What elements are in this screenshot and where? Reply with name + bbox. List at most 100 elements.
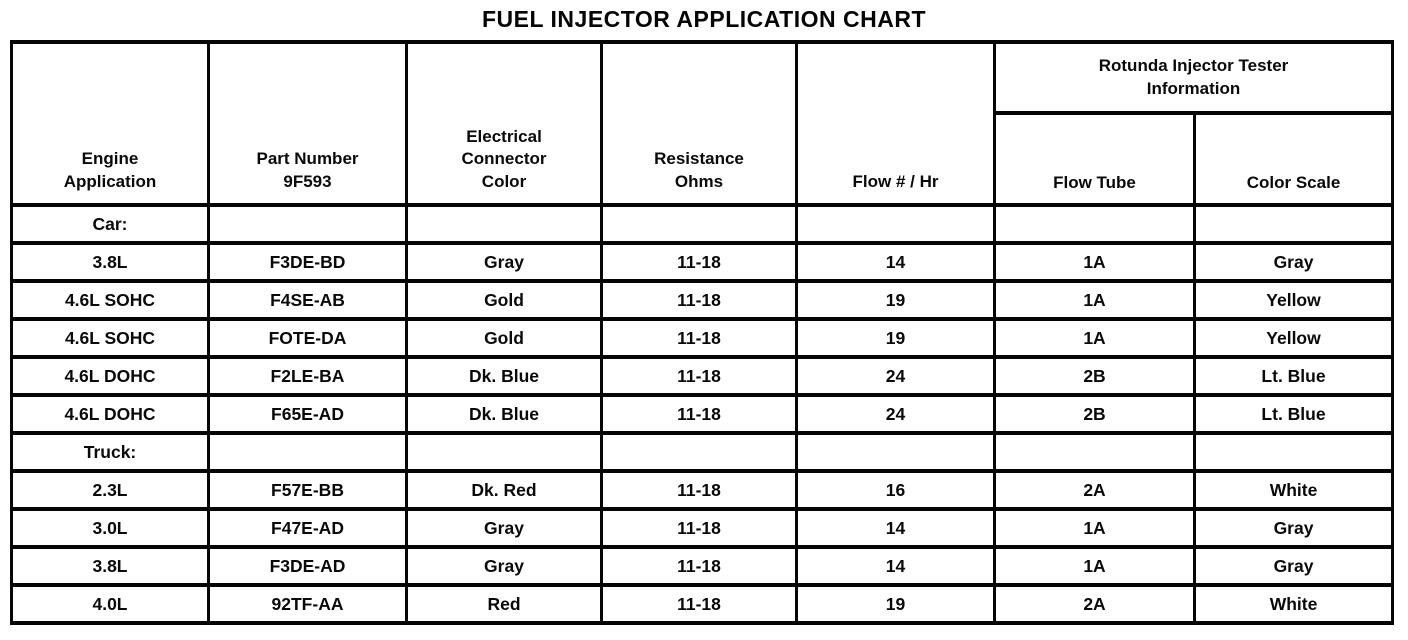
- table-row: 3.8L F3DE-BD Gray 11-18 14 1A Gray: [10, 241, 1395, 283]
- cell-part-number: F47E-AD: [207, 507, 408, 549]
- empty-cell: [993, 203, 1196, 245]
- table-row: 3.8L F3DE-AD Gray 11-18 14 1A Gray: [10, 545, 1395, 587]
- fuel-injector-application-table: Engine Application Part Number 9F593 Ele…: [10, 40, 1395, 625]
- empty-cell: [207, 203, 408, 245]
- cell-flow-tube: 2B: [993, 393, 1196, 435]
- empty-cell: [1192, 431, 1395, 473]
- cell-color-scale: Gray: [1192, 507, 1395, 549]
- cell-connector-color: Red: [405, 583, 603, 625]
- cell-flow-tube: 1A: [993, 507, 1196, 549]
- table-row: 4.0L 92TF-AA Red 11-18 19 2A White: [10, 583, 1395, 625]
- cell-resistance-ohms: 11-18: [600, 241, 798, 283]
- cell-color-scale: Yellow: [1192, 317, 1395, 359]
- column-header-resistance-ohms: Resistance Ohms: [600, 40, 798, 207]
- cell-flow-per-hr: 19: [795, 317, 996, 359]
- cell-color-scale: Gray: [1192, 545, 1395, 587]
- cell-flow-per-hr: 16: [795, 469, 996, 511]
- cell-flow-tube: 1A: [993, 545, 1196, 587]
- cell-flow-tube: 1A: [993, 279, 1196, 321]
- cell-engine-application: 3.8L: [10, 241, 210, 283]
- column-header-part-number: Part Number 9F593: [207, 40, 408, 207]
- cell-connector-color: Gold: [405, 317, 603, 359]
- column-header-connector-color: Electrical Connector Color: [405, 40, 603, 207]
- cell-engine-application: 2.3L: [10, 469, 210, 511]
- cell-part-number: F3DE-BD: [207, 241, 408, 283]
- empty-cell: [1192, 203, 1395, 245]
- column-header-engine-application: Engine Application: [10, 40, 210, 207]
- chart-title: FUEL INJECTOR APPLICATION CHART: [482, 6, 926, 32]
- empty-cell: [795, 431, 996, 473]
- empty-cell: [993, 431, 1196, 473]
- column-header-flow-per-hr: Flow # / Hr: [795, 40, 996, 207]
- cell-engine-application: 4.6L SOHC: [10, 317, 210, 359]
- cell-flow-per-hr: 14: [795, 545, 996, 587]
- cell-flow-per-hr: 24: [795, 355, 996, 397]
- empty-cell: [207, 431, 408, 473]
- cell-resistance-ohms: 11-18: [600, 317, 798, 359]
- cell-color-scale: White: [1192, 583, 1395, 625]
- cell-part-number: F2LE-BA: [207, 355, 408, 397]
- table-row: 4.6L DOHC F65E-AD Dk. Blue 11-18 24 2B L…: [10, 393, 1395, 435]
- cell-part-number: F4SE-AB: [207, 279, 408, 321]
- cell-color-scale: White: [1192, 469, 1395, 511]
- cell-resistance-ohms: 11-18: [600, 279, 798, 321]
- empty-cell: [600, 431, 798, 473]
- cell-part-number: F65E-AD: [207, 393, 408, 435]
- cell-part-number: F3DE-AD: [207, 545, 408, 587]
- section-row: Truck:: [10, 431, 1395, 473]
- cell-color-scale: Gray: [1192, 241, 1395, 283]
- column-header-flow-tube: Flow Tube: [993, 111, 1196, 207]
- cell-flow-tube: 1A: [993, 241, 1196, 283]
- cell-flow-per-hr: 14: [795, 507, 996, 549]
- cell-engine-application: 4.0L: [10, 583, 210, 625]
- cell-part-number: 92TF-AA: [207, 583, 408, 625]
- table-row: 4.6L SOHC FOTE-DA Gold 11-18 19 1A Yello…: [10, 317, 1395, 359]
- section-row: Car:: [10, 203, 1395, 245]
- cell-connector-color: Gray: [405, 507, 603, 549]
- table-header: Engine Application Part Number 9F593 Ele…: [10, 40, 1395, 207]
- cell-flow-tube: 2B: [993, 355, 1196, 397]
- table-body: Car: 3.8L F3DE-BD Gray 11-18 14 1A Gray …: [10, 203, 1395, 625]
- cell-resistance-ohms: 11-18: [600, 355, 798, 397]
- column-header-color-scale: Color Scale: [1192, 111, 1395, 207]
- cell-engine-application: 3.8L: [10, 545, 210, 587]
- cell-resistance-ohms: 11-18: [600, 393, 798, 435]
- cell-connector-color: Gray: [405, 241, 603, 283]
- cell-color-scale: Lt. Blue: [1192, 393, 1395, 435]
- empty-cell: [405, 431, 603, 473]
- group-header-rotunda-tester-information: Rotunda Injector Tester Information: [992, 40, 1395, 115]
- cell-flow-per-hr: 19: [795, 583, 996, 625]
- table-row: 3.0L F47E-AD Gray 11-18 14 1A Gray: [10, 507, 1395, 549]
- cell-engine-application: 3.0L: [10, 507, 210, 549]
- table-row: 2.3L F57E-BB Dk. Red 11-18 16 2A White: [10, 469, 1395, 511]
- cell-flow-tube: 2A: [993, 583, 1196, 625]
- cell-color-scale: Yellow: [1192, 279, 1395, 321]
- cell-engine-application: 4.6L DOHC: [10, 393, 210, 435]
- empty-cell: [600, 203, 798, 245]
- cell-engine-application: 4.6L DOHC: [10, 355, 210, 397]
- cell-flow-per-hr: 19: [795, 279, 996, 321]
- cell-resistance-ohms: 11-18: [600, 507, 798, 549]
- cell-resistance-ohms: 11-18: [600, 583, 798, 625]
- cell-connector-color: Dk. Blue: [405, 393, 603, 435]
- cell-resistance-ohms: 11-18: [600, 469, 798, 511]
- table-row: 4.6L SOHC F4SE-AB Gold 11-18 19 1A Yello…: [10, 279, 1395, 321]
- empty-cell: [795, 203, 996, 245]
- section-label: Car:: [10, 203, 210, 245]
- cell-color-scale: Lt. Blue: [1192, 355, 1395, 397]
- empty-cell: [405, 203, 603, 245]
- cell-part-number: F57E-BB: [207, 469, 408, 511]
- cell-connector-color: Gold: [405, 279, 603, 321]
- cell-connector-color: Gray: [405, 545, 603, 587]
- cell-resistance-ohms: 11-18: [600, 545, 798, 587]
- cell-flow-tube: 2A: [993, 469, 1196, 511]
- section-label: Truck:: [10, 431, 210, 473]
- cell-connector-color: Dk. Blue: [405, 355, 603, 397]
- cell-connector-color: Dk. Red: [405, 469, 603, 511]
- cell-engine-application: 4.6L SOHC: [10, 279, 210, 321]
- cell-flow-tube: 1A: [993, 317, 1196, 359]
- cell-flow-per-hr: 14: [795, 241, 996, 283]
- cell-flow-per-hr: 24: [795, 393, 996, 435]
- table-row: 4.6L DOHC F2LE-BA Dk. Blue 11-18 24 2B L…: [10, 355, 1395, 397]
